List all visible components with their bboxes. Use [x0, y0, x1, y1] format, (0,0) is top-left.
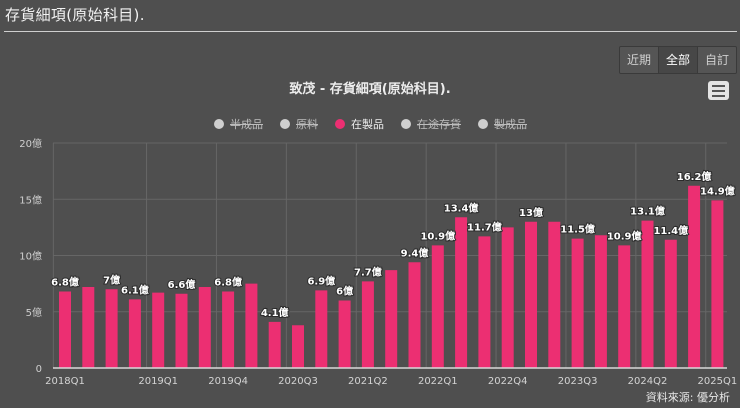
range-all-button[interactable]: 全部 — [659, 47, 698, 73]
data-label: 9.4億 — [401, 246, 429, 259]
bar[interactable] — [664, 239, 677, 368]
x-tick-label: 2018Q1 — [45, 376, 85, 387]
bar[interactable] — [711, 200, 724, 368]
data-label: 11.4億 — [653, 224, 688, 237]
x-tick-label: 2019Q4 — [208, 376, 248, 387]
range-recent-button[interactable]: 近期 — [620, 47, 659, 73]
legend-item-raw-material[interactable]: 原料 — [280, 116, 318, 132]
bar[interactable] — [82, 287, 95, 368]
bar[interactable] — [571, 238, 584, 368]
data-label: 16.2億 — [677, 170, 712, 183]
data-label: 10.9億 — [420, 229, 455, 242]
data-label: 13.4億 — [444, 201, 479, 214]
bar[interactable] — [688, 185, 701, 368]
data-label: 6.1億 — [121, 283, 149, 296]
x-tick-label: 2021Q2 — [348, 376, 388, 387]
data-label: 6.8億 — [51, 276, 79, 289]
data-label: 6.8億 — [214, 276, 242, 289]
legend-dot-icon — [401, 119, 411, 129]
bar[interactable] — [455, 217, 468, 368]
data-label: 7.7億 — [354, 265, 382, 278]
page-title: 存貨細項(原始科目). — [5, 6, 145, 24]
bar[interactable] — [338, 300, 351, 369]
hamburger-menu-icon[interactable] — [708, 81, 729, 100]
bar[interactable] — [59, 291, 71, 369]
bar[interactable] — [431, 245, 444, 368]
data-label: 6.6億 — [168, 278, 196, 291]
x-tick-label: 2025Q1 — [698, 376, 738, 387]
data-label: 4.1億 — [261, 306, 289, 319]
bar[interactable] — [198, 287, 211, 368]
y-tick-label: 0 — [36, 364, 42, 375]
legend-dot-icon — [214, 119, 224, 129]
bar[interactable] — [152, 292, 165, 368]
data-label: 6億 — [336, 285, 353, 298]
x-tick-label: 2022Q4 — [488, 376, 528, 387]
data-label: 10.9億 — [607, 229, 642, 242]
y-tick-label: 5億 — [26, 306, 42, 319]
legend-dot-icon — [335, 119, 345, 129]
bar[interactable] — [525, 221, 537, 368]
data-label: 13億 — [519, 206, 543, 219]
legend-item-wip[interactable]: 在製品 — [335, 116, 384, 132]
bar[interactable] — [268, 321, 281, 368]
x-tick-label: 2022Q1 — [418, 376, 458, 387]
chart-title: 致茂 - 存貨細項(原始科目). — [289, 82, 451, 97]
bar[interactable] — [245, 283, 258, 368]
legend-item-semi-finished[interactable]: 半成品 — [214, 116, 263, 132]
x-tick-label: 2020Q3 — [278, 376, 318, 387]
bar[interactable] — [548, 221, 561, 368]
bar[interactable] — [128, 299, 141, 368]
bar[interactable] — [385, 270, 398, 368]
bar[interactable] — [641, 220, 654, 368]
title-divider — [4, 31, 737, 32]
legend-item-finished-goods[interactable]: 製成品 — [478, 116, 527, 132]
bar[interactable] — [315, 290, 328, 368]
bar[interactable] — [618, 245, 631, 368]
data-label: 14.9億 — [700, 184, 735, 197]
bar[interactable] — [594, 235, 607, 368]
bar[interactable] — [361, 281, 374, 368]
data-label: 11.5億 — [560, 223, 595, 236]
data-source-credit: 資料來源: 優分析 — [645, 391, 730, 404]
y-tick-label: 10億 — [19, 250, 42, 263]
chart-legend: 半成品 原料 在製品 在途存貨 製成品 — [214, 116, 527, 132]
data-label: 13.1億 — [630, 205, 665, 218]
x-tick-label: 2024Q2 — [628, 376, 668, 387]
bar[interactable] — [105, 289, 118, 368]
y-tick-label: 15億 — [19, 193, 42, 206]
bar[interactable] — [501, 227, 514, 368]
x-tick-label: 2019Q1 — [138, 376, 178, 387]
data-label: 6.9億 — [307, 274, 335, 287]
legend-dot-icon — [478, 119, 488, 129]
legend-item-in-transit[interactable]: 在途存貨 — [401, 116, 461, 132]
data-label: 7億 — [103, 273, 120, 286]
bar[interactable] — [478, 236, 491, 368]
data-label: 11.7億 — [467, 220, 502, 233]
range-selector: 近期 全部 自訂 — [619, 46, 737, 74]
y-tick-label: 20億 — [19, 137, 42, 150]
bar[interactable] — [292, 325, 304, 368]
x-tick-label: 2023Q3 — [558, 376, 598, 387]
legend-dot-icon — [280, 119, 290, 129]
bar[interactable] — [408, 262, 421, 368]
bar[interactable] — [175, 293, 188, 368]
range-custom-button[interactable]: 自訂 — [698, 47, 736, 73]
bar[interactable] — [222, 291, 235, 369]
